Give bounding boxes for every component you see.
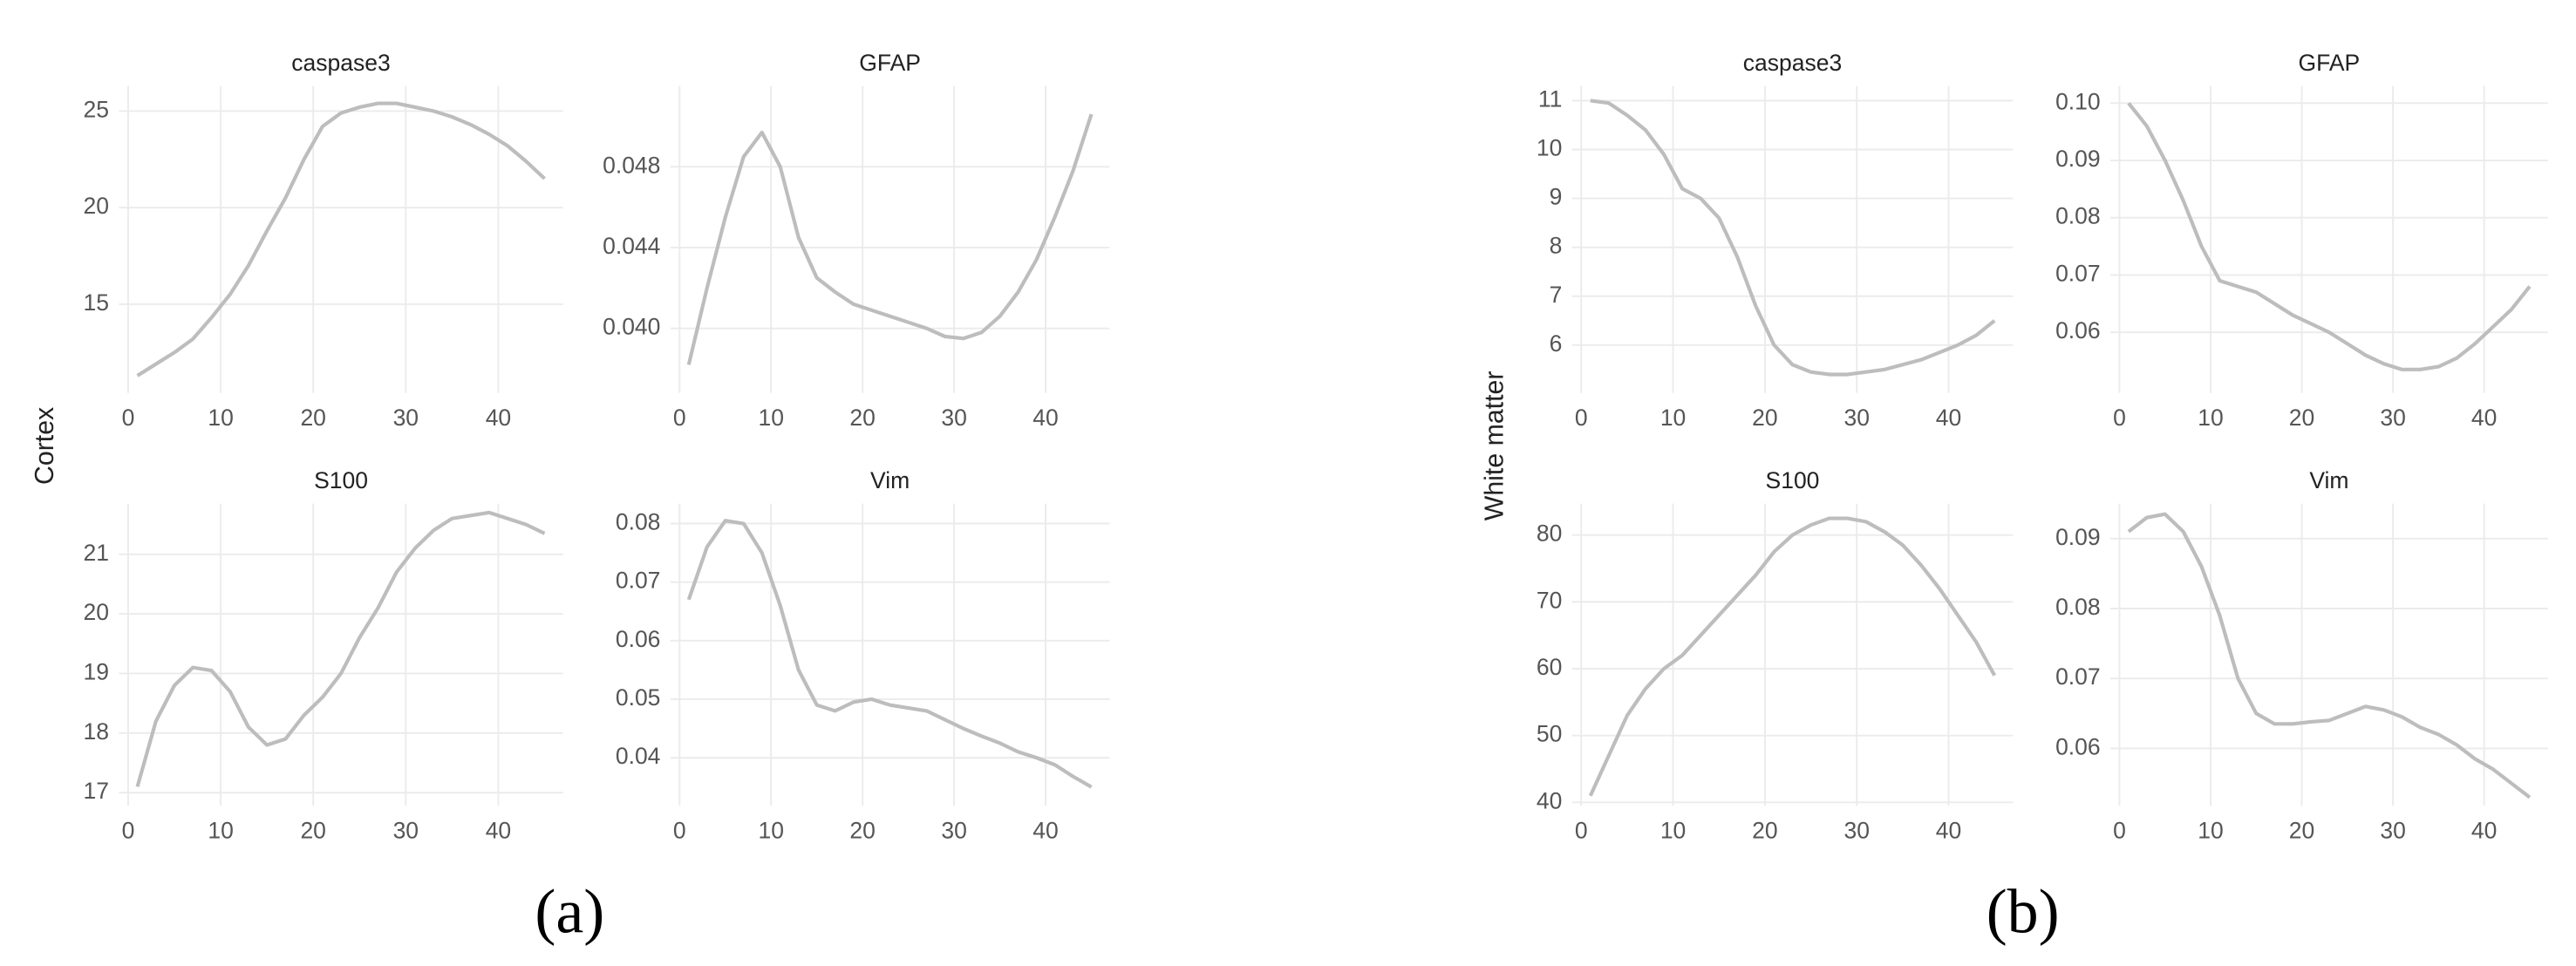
- data-line: [136, 101, 546, 378]
- y-tick-label: 18: [83, 718, 108, 745]
- y-tick-label: 0.06: [2055, 733, 2101, 759]
- y-tick-label: 0.07: [616, 568, 661, 594]
- x-tick-label: 30: [2380, 817, 2405, 843]
- y-tick-label: 0.07: [2055, 663, 2101, 690]
- x-tick-label: 40: [1032, 817, 1058, 843]
- x-tick-label: 0: [122, 405, 135, 431]
- y-tick-label: 11: [1538, 85, 1563, 112]
- x-tick-label: 40: [2471, 405, 2497, 431]
- y-tick-label: 0.08: [2055, 594, 2101, 620]
- x-tick-label: 0: [2113, 405, 2126, 431]
- x-tick-label: 10: [1660, 817, 1686, 843]
- x-tick-label: 40: [1032, 405, 1058, 431]
- y-tick-label: 0.05: [616, 684, 661, 711]
- x-tick-label: 30: [941, 817, 966, 843]
- y-tick-label: 8: [1550, 233, 1563, 259]
- x-tick-label: 10: [208, 817, 233, 843]
- x-tick-label: 0: [673, 817, 686, 843]
- x-tick-label: 40: [1936, 817, 1961, 843]
- y-tick-label: 20: [83, 193, 108, 219]
- x-tick-label: 40: [486, 817, 511, 843]
- y-tick-label: 40: [1537, 787, 1562, 813]
- x-tick-label: 10: [2198, 817, 2223, 843]
- x-tick-label: 0: [1575, 405, 1588, 431]
- x-tick-label: 0: [122, 817, 135, 843]
- data-line: [1588, 516, 1997, 797]
- y-tick-label: 0.08: [2055, 203, 2101, 229]
- y-axis-label: Cortex: [31, 407, 59, 485]
- x-tick-label: 40: [2471, 817, 2497, 843]
- y-tick-label: 0.040: [603, 314, 660, 340]
- y-tick-label: 0.07: [2055, 260, 2101, 286]
- y-tick-label: 15: [83, 289, 108, 316]
- y-tick-label: 21: [83, 540, 108, 566]
- panel-title: S100: [1766, 467, 1820, 493]
- x-tick-label: 0: [2113, 817, 2126, 843]
- data-line: [2127, 512, 2532, 799]
- x-tick-label: 30: [1843, 817, 1869, 843]
- y-tick-label: 0.10: [2055, 88, 2101, 114]
- x-tick-label: 40: [486, 405, 511, 431]
- x-tick-label: 10: [1660, 405, 1686, 431]
- x-tick-label: 30: [941, 405, 966, 431]
- x-tick-label: 30: [393, 817, 419, 843]
- data-line: [686, 113, 1094, 365]
- y-tick-label: 6: [1550, 330, 1563, 357]
- x-tick-label: 30: [1843, 405, 1869, 431]
- x-tick-label: 20: [2289, 817, 2314, 843]
- y-tick-label: 19: [83, 658, 108, 684]
- y-tick-label: 17: [83, 778, 108, 804]
- x-tick-label: 20: [300, 817, 325, 843]
- y-tick-label: 0.09: [2055, 146, 2101, 172]
- x-tick-label: 20: [849, 405, 875, 431]
- y-tick-label: 0.06: [2055, 317, 2101, 344]
- data-line: [2127, 102, 2532, 371]
- x-tick-label: 20: [2289, 405, 2314, 431]
- y-tick-label: 25: [83, 96, 108, 122]
- y-tick-label: 80: [1537, 520, 1562, 547]
- panel-title: S100: [314, 467, 368, 493]
- figure-label: (b): [1987, 876, 2060, 946]
- y-tick-label: 7: [1550, 282, 1563, 308]
- x-tick-label: 40: [1936, 405, 1961, 431]
- y-tick-label: 0.06: [616, 626, 661, 652]
- data-line: [1590, 99, 1996, 377]
- panel-title: Vim: [870, 467, 910, 493]
- y-tick-label: 10: [1537, 135, 1562, 161]
- x-tick-label: 20: [1752, 817, 1777, 843]
- y-tick-label: 0.04: [616, 743, 661, 769]
- data-line: [135, 510, 546, 787]
- x-tick-label: 30: [2380, 405, 2405, 431]
- panel-title: GFAP: [2299, 50, 2361, 76]
- panel-title: caspase3: [291, 50, 390, 76]
- y-tick-label: 70: [1537, 587, 1562, 613]
- x-tick-label: 30: [393, 405, 419, 431]
- x-tick-label: 0: [673, 405, 686, 431]
- y-axis-label: White matter: [1481, 371, 1509, 521]
- panel-title: caspase3: [1743, 50, 1842, 76]
- y-tick-label: 60: [1537, 654, 1562, 680]
- y-tick-label: 0.09: [2055, 524, 2101, 550]
- x-tick-label: 10: [2198, 405, 2223, 431]
- data-line: [686, 519, 1093, 789]
- y-tick-label: 0.08: [616, 509, 661, 535]
- y-tick-label: 20: [83, 599, 108, 625]
- y-tick-label: 9: [1550, 184, 1563, 210]
- x-tick-label: 10: [208, 405, 233, 431]
- x-tick-label: 10: [758, 405, 783, 431]
- x-tick-label: 20: [1752, 405, 1777, 431]
- figure-label: (a): [535, 876, 604, 946]
- x-tick-label: 20: [300, 405, 325, 431]
- x-tick-label: 20: [849, 817, 875, 843]
- y-tick-label: 0.048: [603, 152, 660, 178]
- x-tick-label: 0: [1575, 817, 1588, 843]
- panel-title: GFAP: [859, 50, 921, 76]
- x-tick-label: 10: [758, 817, 783, 843]
- y-tick-label: 0.044: [603, 233, 660, 259]
- y-tick-label: 50: [1537, 721, 1562, 747]
- panel-title: Vim: [2309, 467, 2348, 493]
